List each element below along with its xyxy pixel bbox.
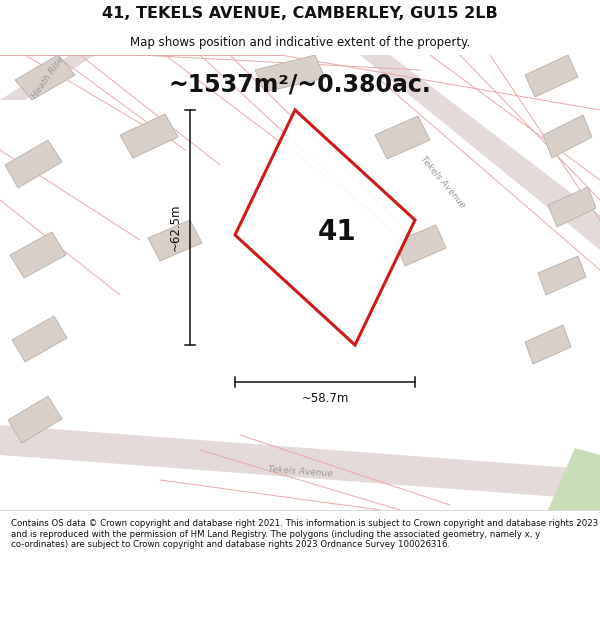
Text: ~58.7m: ~58.7m	[301, 392, 349, 405]
Text: 41, TEKELS AVENUE, CAMBERLEY, GU15 2LB: 41, TEKELS AVENUE, CAMBERLEY, GU15 2LB	[102, 6, 498, 21]
Text: Tekels Avenue: Tekels Avenue	[419, 154, 467, 210]
Text: ~62.5m: ~62.5m	[169, 204, 182, 251]
Polygon shape	[8, 396, 62, 443]
Polygon shape	[548, 448, 600, 510]
Polygon shape	[255, 55, 325, 92]
Polygon shape	[543, 115, 592, 158]
Polygon shape	[360, 55, 600, 250]
Text: Contains OS data © Crown copyright and database right 2021. This information is : Contains OS data © Crown copyright and d…	[11, 519, 598, 549]
Polygon shape	[235, 110, 415, 345]
Polygon shape	[395, 225, 446, 266]
Polygon shape	[12, 316, 67, 362]
Polygon shape	[120, 114, 178, 158]
Polygon shape	[525, 325, 571, 364]
Text: ~1537m²/~0.380ac.: ~1537m²/~0.380ac.	[169, 72, 431, 96]
Polygon shape	[10, 232, 66, 278]
Polygon shape	[548, 187, 596, 227]
Polygon shape	[0, 425, 600, 500]
Polygon shape	[525, 55, 578, 97]
Text: 41: 41	[317, 219, 356, 246]
Polygon shape	[538, 256, 586, 295]
Text: Tekels Avenue: Tekels Avenue	[268, 465, 332, 479]
Polygon shape	[148, 220, 202, 261]
Polygon shape	[5, 140, 62, 188]
Text: Heath Rise: Heath Rise	[30, 56, 66, 101]
Polygon shape	[15, 55, 75, 100]
Polygon shape	[375, 116, 430, 159]
Polygon shape	[0, 55, 95, 100]
Text: Map shows position and indicative extent of the property.: Map shows position and indicative extent…	[130, 36, 470, 49]
